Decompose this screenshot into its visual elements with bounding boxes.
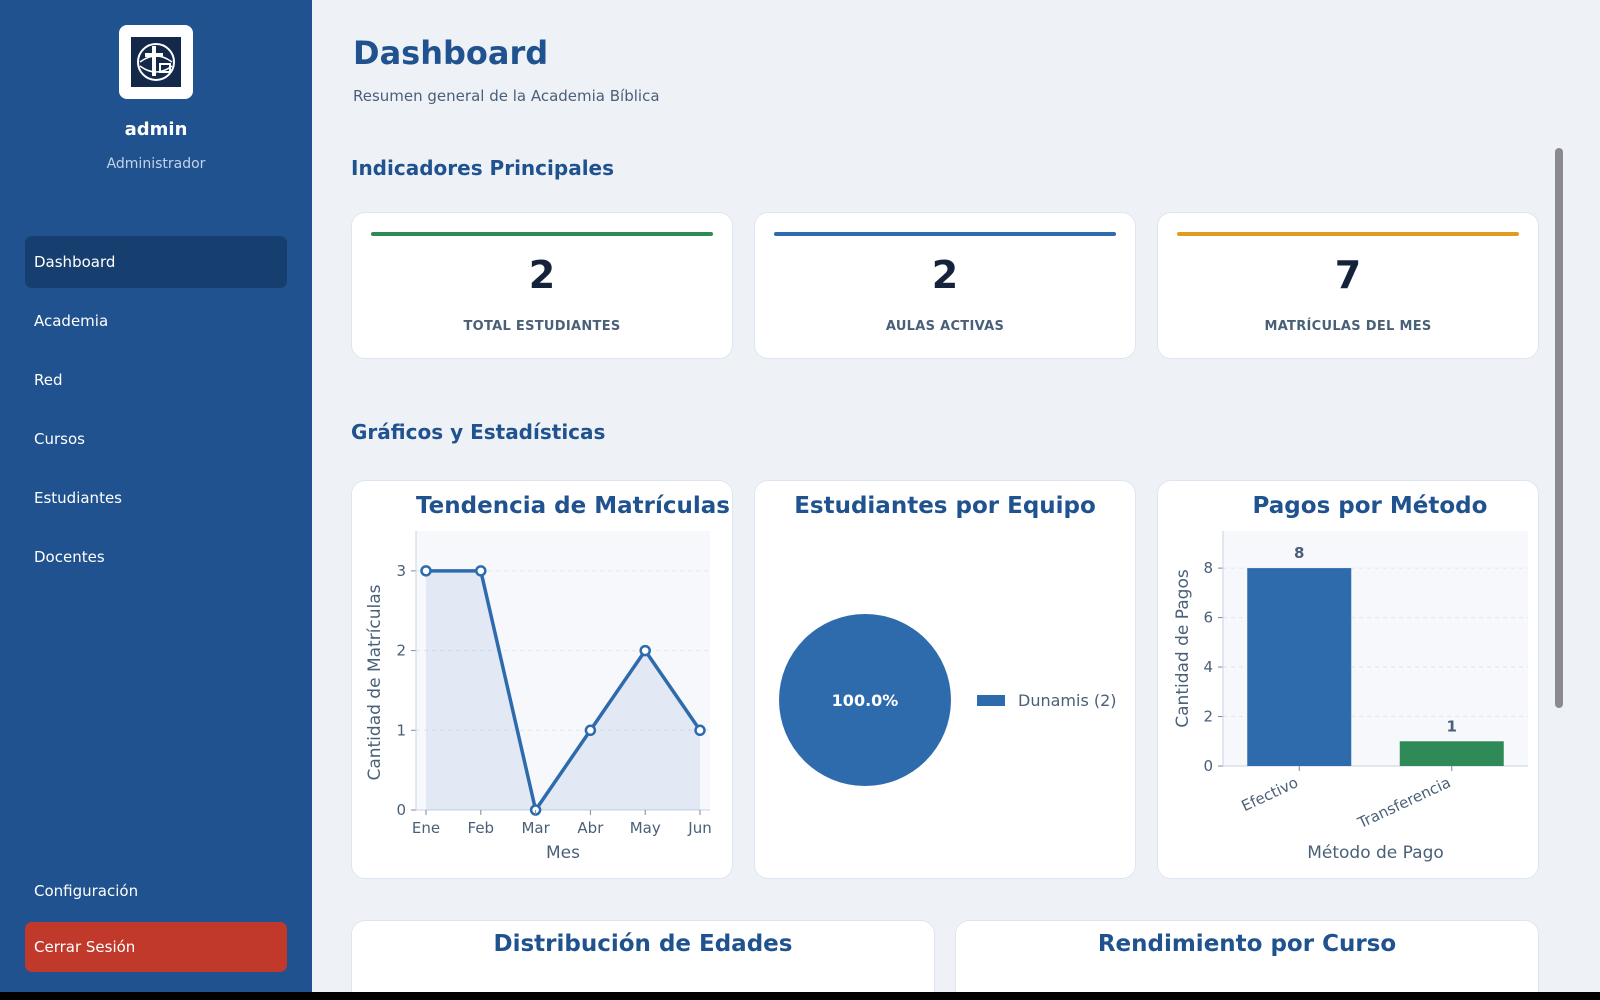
sidebar-item-dashboard[interactable]: Dashboard — [25, 236, 287, 288]
line-chart: 0 1 2 3 Ene Feb Mar Abr May Jun Mes Cantidad de Mat… — [365, 531, 712, 863]
chart-title: Estudiantes por Equipo — [794, 493, 1096, 519]
series-line — [426, 569, 702, 812]
bar-value-label: 8 — [1294, 544, 1304, 562]
x-tick-label: Mar — [521, 819, 550, 837]
chart-card-estudiantes-equipo: Estudiantes por Equipo 100.0% Dunamis (2) — [754, 480, 1136, 879]
sidebar-item-configuracion[interactable]: Configuración — [34, 882, 139, 900]
x-tick-label: Feb — [468, 819, 495, 837]
sidebar-item-red[interactable]: Red — [34, 371, 63, 389]
chart-card-pagos-metodo: Pagos por Método 0 2 4 6 8 8 Efectivo 1 Transfer… — [1157, 480, 1539, 879]
kpi-value: 7 — [1334, 253, 1362, 297]
user-name: admin — [124, 119, 188, 140]
x-tick-label: Efectivo — [1239, 773, 1301, 815]
charts-section-title: Gráficos y Estadísticas — [351, 420, 606, 444]
x-tick-label: Jun — [687, 819, 711, 837]
data-point — [584, 724, 597, 737]
logout-button[interactable]: Cerrar Sesión — [25, 922, 287, 972]
academy-logo — [119, 25, 193, 99]
legend-label: Dunamis (2) — [1018, 691, 1117, 710]
kpi-label: AULAS ACTIVAS — [885, 319, 1005, 334]
main-content: Dashboard Resumen general de la Academia… — [312, 0, 1600, 992]
kpi-card-total-estudiantes: 2 TOTAL ESTUDIANTES — [351, 212, 733, 359]
y-tick-label: 8 — [1203, 559, 1213, 577]
x-axis-label: Mes — [546, 843, 580, 863]
kpi-accent-bar — [371, 232, 713, 236]
x-axis-label: Método de Pago — [1307, 843, 1444, 863]
y-tick-label: 0 — [1203, 757, 1213, 775]
pie-chart: 100.0% Dunamis (2) — [779, 614, 1117, 786]
x-tick-label: Abr — [577, 819, 604, 837]
kpi-value: 2 — [931, 253, 959, 297]
bar-value-label: 1 — [1447, 717, 1457, 735]
kpi-card-aulas-activas: 2 AULAS ACTIVAS — [754, 212, 1136, 359]
x-tick-label: Ene — [412, 819, 440, 837]
sidebar-item-docentes[interactable]: Docentes — [34, 548, 105, 566]
academy-emblem-icon — [137, 43, 175, 81]
y-tick-label: 3 — [396, 562, 406, 580]
y-tick-label: 4 — [1203, 658, 1213, 676]
chart-card-tendencia: Tendencia de Matrículas 0 1 2 3 Ene Feb Mar Abr… — [351, 480, 733, 879]
legend-swatch — [977, 695, 1005, 706]
kpi-label: MATRÍCULAS DEL MES — [1264, 319, 1432, 334]
kpi-accent-bar — [1177, 232, 1519, 236]
bar — [1399, 741, 1504, 766]
pie-slice — [779, 614, 951, 786]
page-subtitle: Resumen general de la Academia Bíblica — [353, 87, 660, 105]
page-title: Dashboard — [353, 34, 549, 72]
y-axis-label: Cantidad de Pagos — [1173, 569, 1193, 728]
y-tick-label: 0 — [396, 801, 406, 819]
chart-card-distribucion-edades: Distribución de Edades — [351, 920, 935, 992]
kpi-card-matriculas-mes: 7 MATRÍCULAS DEL MES — [1157, 212, 1539, 359]
bar — [1247, 568, 1352, 766]
user-role: Administrador — [106, 156, 206, 172]
data-point — [475, 565, 487, 577]
bar-chart: 0 2 4 6 8 8 Efectivo 1 Transferencia Método de Pa… — [1173, 531, 1528, 863]
x-tick-label: May — [630, 819, 661, 837]
y-axis-label: Cantidad de Matrículas — [365, 584, 385, 780]
sidebar-item-academia[interactable]: Academia — [34, 312, 109, 330]
sidebar-nav: Dashboard Academia Red Cursos Estudiante… — [25, 236, 287, 590]
chart-title: Rendimiento por Curso — [1097, 931, 1397, 957]
data-point — [639, 644, 651, 657]
kpi-accent-bar — [774, 232, 1116, 236]
kpi-value: 2 — [528, 253, 556, 297]
chart-card-rendimiento-curso: Rendimiento por Curso — [955, 920, 1539, 992]
data-point — [694, 724, 706, 737]
sidebar-item-estudiantes[interactable]: Estudiantes — [34, 489, 122, 507]
sidebar-item-cursos[interactable]: Cursos — [34, 430, 85, 448]
y-tick-label: 6 — [1203, 609, 1213, 627]
sidebar: admin Administrador Dashboard Academia R… — [0, 0, 312, 992]
vertical-scrollbar[interactable] — [1555, 148, 1563, 708]
kpi-section-title: Indicadores Principales — [351, 156, 615, 180]
y-tick-label: 2 — [1203, 708, 1213, 726]
chart-title: Tendencia de Matrículas — [416, 493, 730, 519]
data-point — [420, 565, 432, 577]
x-tick-label: Transferencia — [1354, 773, 1453, 832]
kpi-label: TOTAL ESTUDIANTES — [463, 319, 621, 334]
y-tick-label: 2 — [396, 642, 406, 660]
pie-slice-label: 100.0% — [832, 691, 899, 710]
chart-title: Distribución de Edades — [493, 931, 793, 957]
y-tick-label: 1 — [396, 721, 406, 739]
chart-title: Pagos por Método — [1252, 493, 1488, 519]
